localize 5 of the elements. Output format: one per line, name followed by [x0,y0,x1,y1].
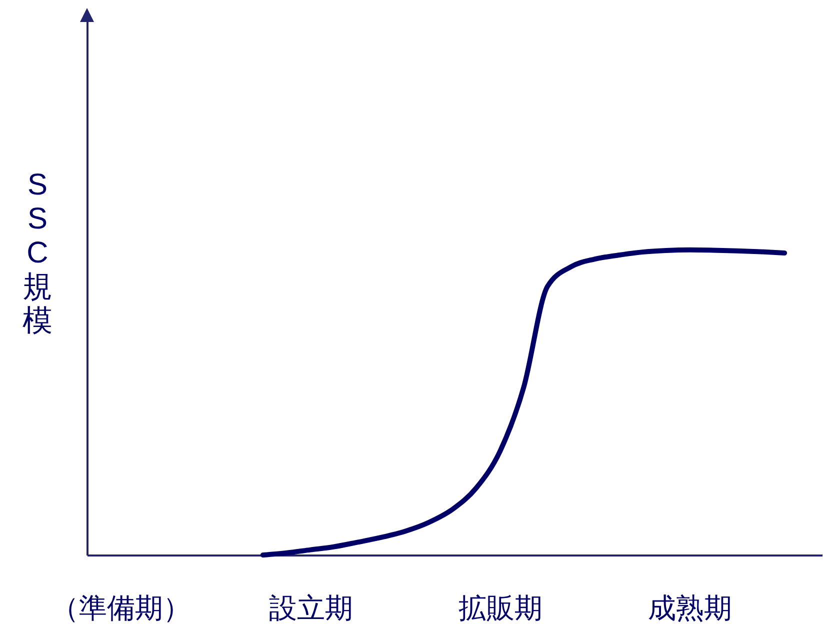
y-axis-title: SSC規模 [22,168,52,338]
x-tick-label: 拡販期 [458,592,543,624]
x-tick-label: 設立期 [268,592,353,624]
x-tick-label: 成熟期 [648,592,732,624]
x-tick-label: （準備期） [51,592,192,624]
